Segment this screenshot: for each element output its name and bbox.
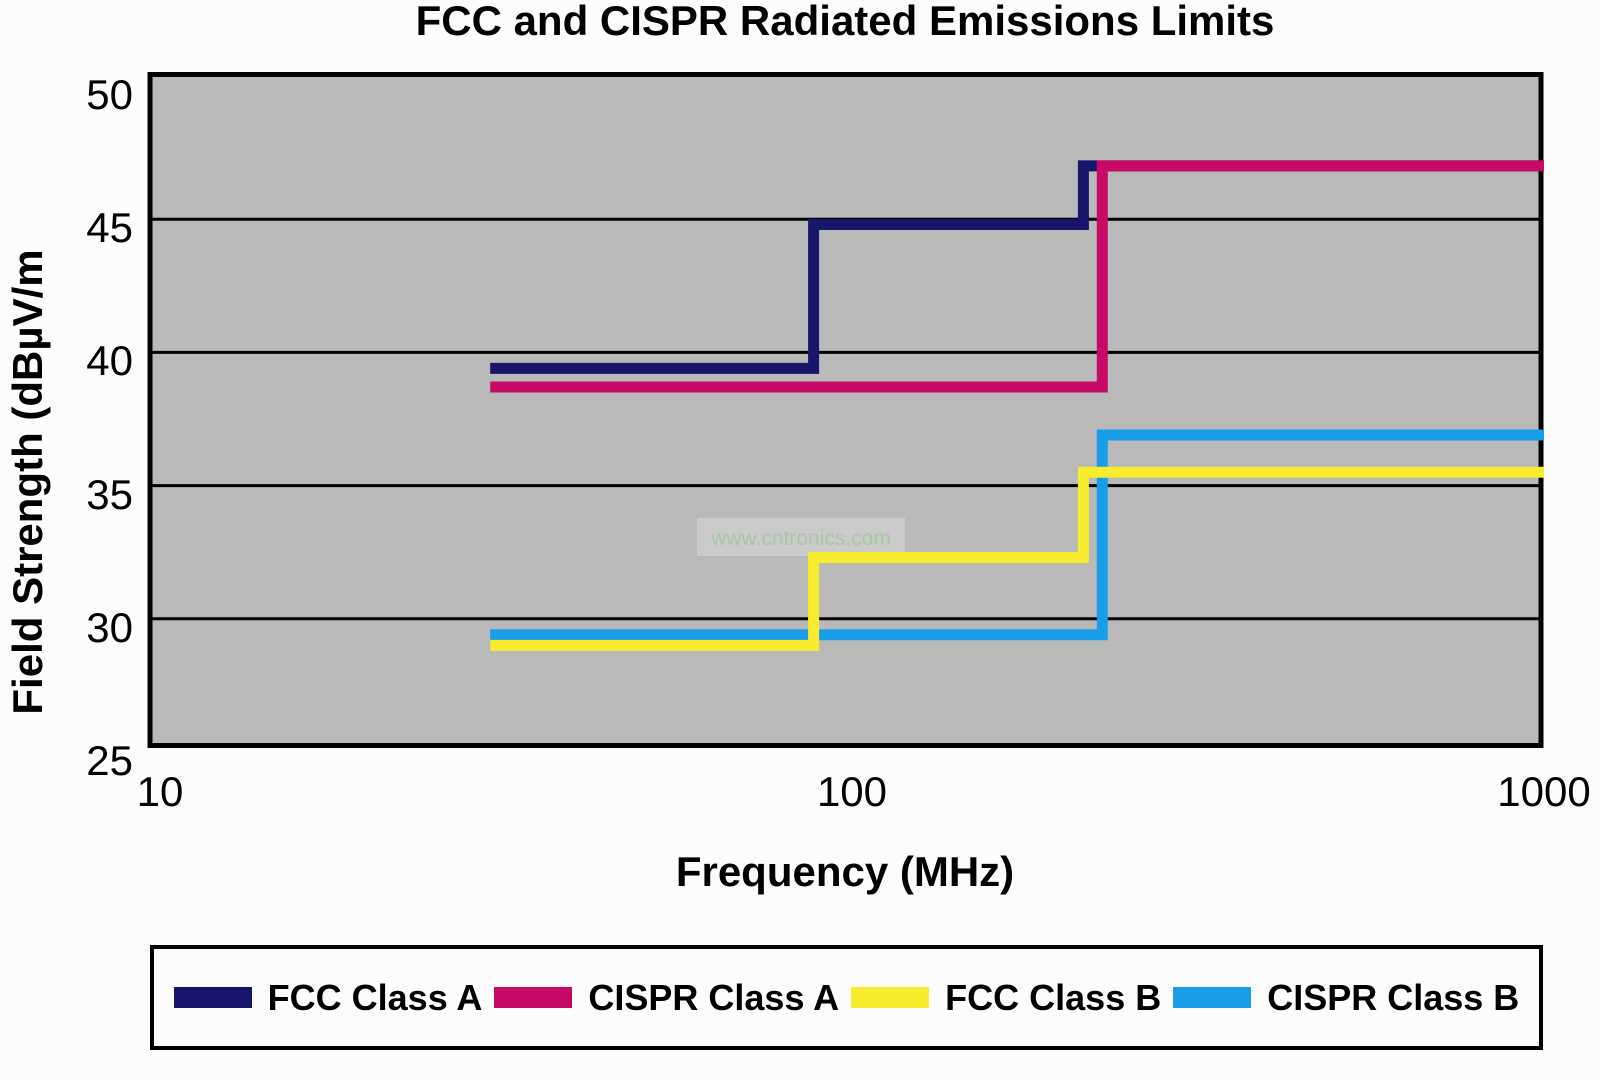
series-cispr-class-a	[490, 160, 1544, 393]
legend-item-fcc-class-a: FCC Class A	[173, 976, 483, 1019]
y-tick-label-40: 40	[86, 337, 133, 385]
y-tick-label-45: 45	[86, 204, 133, 252]
legend-label-fcc-class-a: FCC Class A	[267, 976, 483, 1018]
x-tick-label-10: 10	[136, 768, 184, 815]
legend-swatch-fcc-class-a	[173, 987, 252, 1008]
legend-label-fcc-class-b: FCC Class B	[945, 976, 1162, 1018]
y-tick-label-30: 30	[86, 603, 133, 651]
watermark-text: www.cntronics.com	[710, 527, 891, 550]
legend-item-fcc-class-b: FCC Class B	[851, 977, 1161, 1019]
legend-item-cispr-class-b: CISPR Class B	[1173, 977, 1519, 1019]
gridlines	[152, 217, 1541, 621]
y-tick-label-25: 25	[86, 737, 133, 784]
series-cispr-class-b	[490, 429, 1544, 641]
legend-swatch-cispr-class-a	[494, 987, 573, 1008]
y-tick-label-35: 35	[86, 470, 133, 518]
x-axis-title: Frequency (MHz)	[675, 848, 1015, 895]
watermark-box	[697, 518, 905, 556]
legend: FCC Class A CISPR Class A FCC Class B CISPR…	[150, 945, 1543, 1050]
x-tick-label-100: 100	[816, 768, 888, 815]
x-tick-label-1000: 1000	[1497, 768, 1591, 815]
plot-area	[147, 72, 1544, 748]
watermark: www.cntronics.com	[697, 518, 905, 556]
legend-label-cispr-class-a: CISPR Class A	[588, 976, 840, 1018]
legend-swatch-fcc-class-b	[851, 987, 930, 1008]
legend-item-cispr-class-a: CISPR Class A	[494, 977, 839, 1019]
chart-title: FCC and CISPR Radiated Emissions Limits	[415, 0, 1275, 44]
legend-label-cispr-class-b: CISPR Class B	[1267, 976, 1520, 1018]
y-tick-label-50: 50	[86, 71, 133, 118]
legend-items: FCC Class A CISPR Class A FCC Class B CISPR…	[168, 977, 1526, 1019]
legend-swatch-cispr-class-b	[1173, 987, 1252, 1008]
series-lines	[490, 160, 1544, 651]
series-fcc-class-b	[490, 466, 1544, 651]
